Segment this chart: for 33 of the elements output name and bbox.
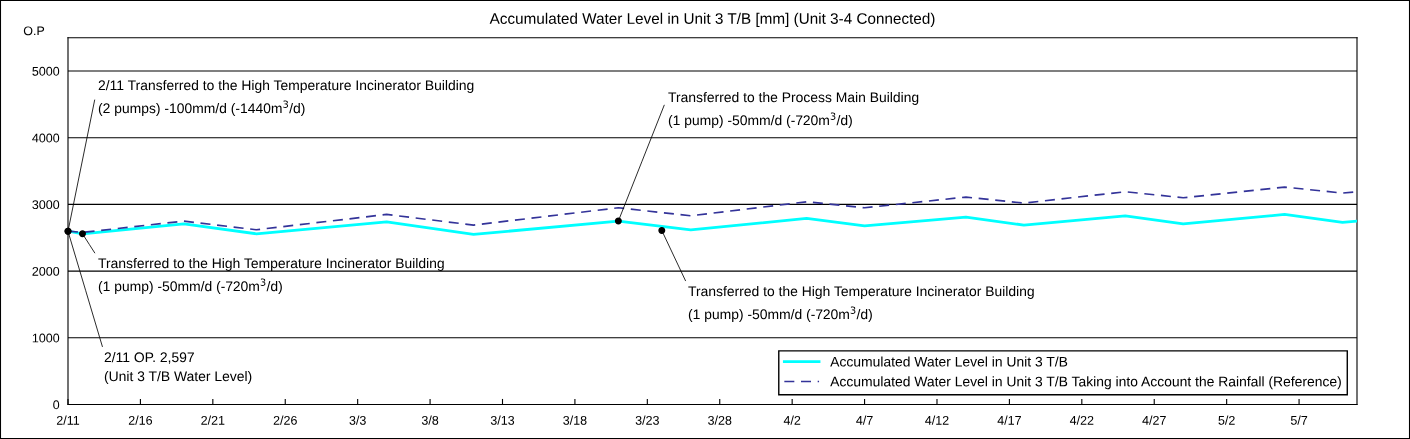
- x-tick-label: 3/23: [635, 415, 659, 425]
- y-tick-label: 3000: [32, 200, 60, 210]
- x-tick-label: 2/21: [201, 415, 225, 425]
- x-tick-label: 4/7: [856, 415, 873, 425]
- x-tick-label: 5/2: [1218, 415, 1235, 425]
- x-tick-label: 4/2: [783, 415, 801, 425]
- x-tick-label: 3/8: [421, 415, 439, 425]
- y-tick-label: 2000: [32, 266, 60, 276]
- annotation: 2/11 Transferred to the High Temperature Incinerator Building (2 pumps) -100mm/d (-1440m$^{3}$/d): [98, 80, 474, 116]
- x-tick-label: 2/16: [128, 415, 153, 425]
- annotation: Transferred to the Process Main Building (1 pump) -50mm/d (-720m$^{3}$/d): [668, 92, 919, 128]
- x-tick-label: 2/11: [56, 415, 80, 425]
- x-tick-label: 3/13: [490, 415, 515, 425]
- x-tick-label: 2/26: [273, 415, 297, 425]
- y-tick-label: 1000: [32, 333, 60, 343]
- x-tick-label: 4/27: [1142, 415, 1166, 425]
- chart-title: Accumulated Water Level in Unit 3 T/B [mm] (Unit 3-4 Connected): [489, 12, 935, 27]
- x-tick-label: 3/28: [708, 415, 732, 425]
- x-tick-label: 4/12: [925, 415, 949, 425]
- x-tick-label: 5/7: [1290, 415, 1308, 425]
- y-tick-label: 4000: [32, 133, 60, 143]
- y-tick-label: 5000: [32, 66, 60, 76]
- legend-label: Accumulated Water Level in Unit 3 T/B Taking into Account the Rainfall (Reference): [830, 376, 1341, 390]
- x-tick-label: 3/3: [349, 415, 366, 425]
- y-axis-title: O.P: [23, 26, 45, 36]
- x-tick-label: 4/22: [1069, 415, 1094, 425]
- annotation: Transferred to the High Temperature Incinerator Building (1 pump) -50mm/d (-720m$^{3}$/d): [688, 286, 1034, 322]
- x-tick-label: 3/18: [563, 415, 587, 425]
- legend-label: Accumulated Water Level in Unit 3 T/B: [830, 356, 1068, 367]
- x-tick-label: 4/17: [997, 415, 1021, 425]
- annotation: Transferred to the High Temperature Incinerator Building (1 pump) -50mm/d (-720m$^{3}$/d): [98, 258, 444, 294]
- y-tick-label: 0: [53, 400, 60, 410]
- annotation: 2/11 OP. 2,597 (Unit 3 T/B Water Level): [104, 352, 252, 384]
